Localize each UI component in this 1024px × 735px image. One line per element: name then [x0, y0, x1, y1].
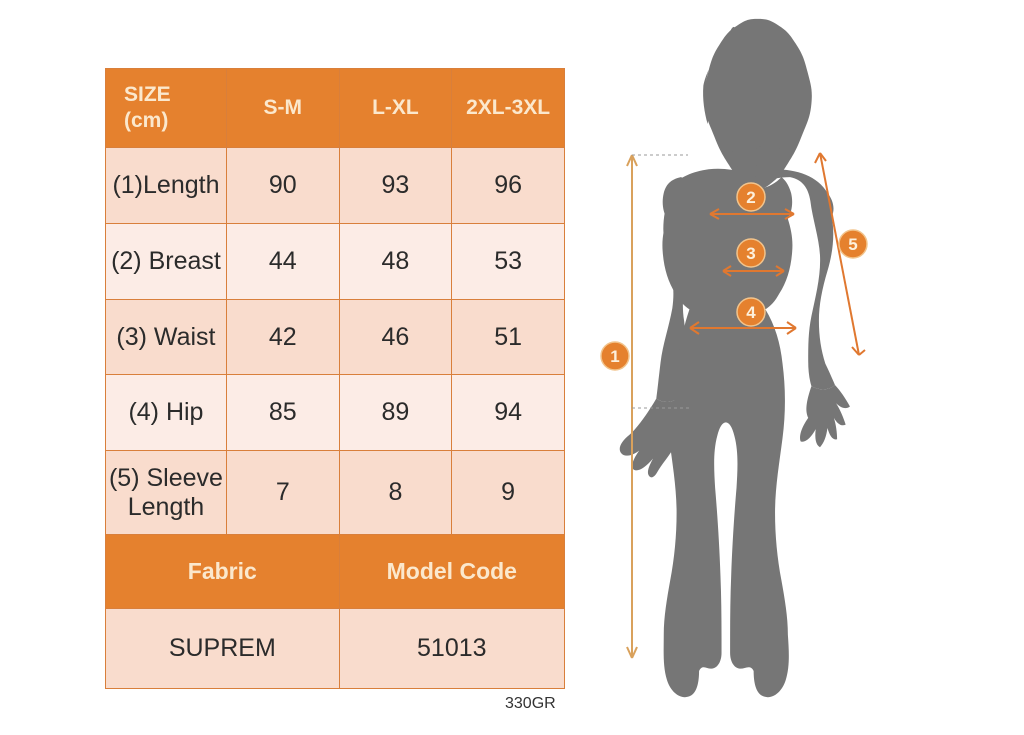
- svg-text:5: 5: [848, 235, 857, 254]
- svg-text:2: 2: [746, 188, 755, 207]
- svg-text:4: 4: [746, 303, 756, 322]
- svg-text:1: 1: [610, 347, 619, 366]
- svg-text:3: 3: [746, 244, 755, 263]
